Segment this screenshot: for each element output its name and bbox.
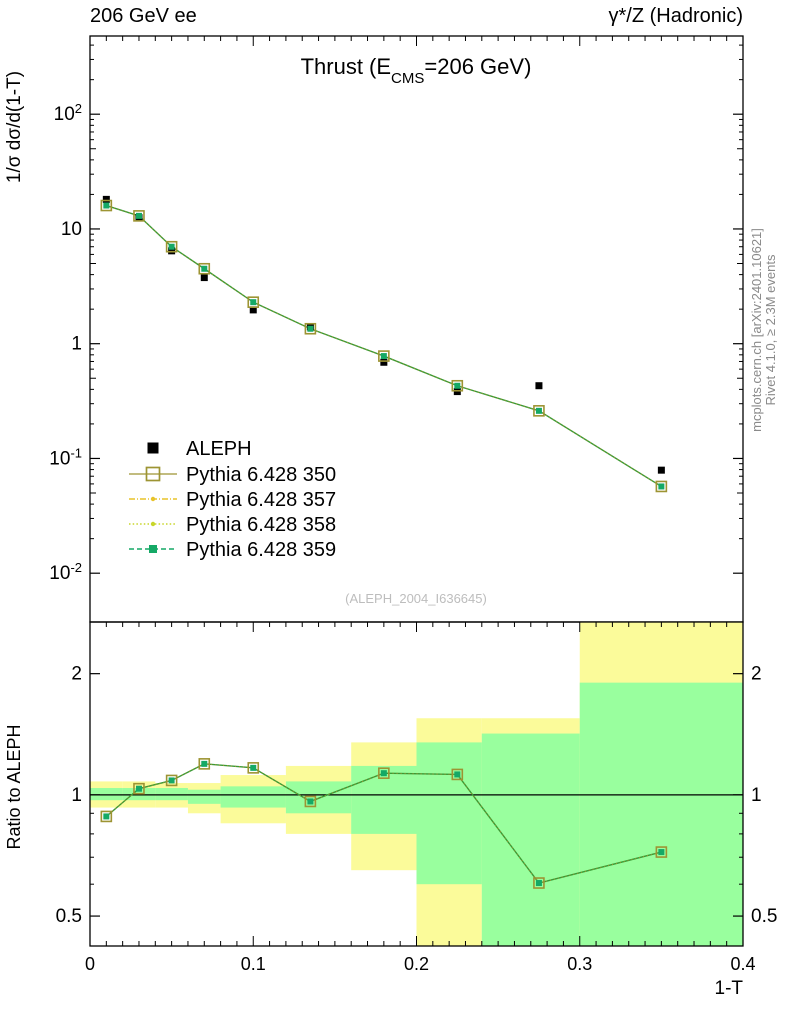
svg-text:Pythia 6.428 358: Pythia 6.428 358 [186, 514, 336, 536]
svg-text:0.1: 0.1 [241, 954, 266, 974]
svg-text:0.5: 0.5 [751, 906, 777, 927]
svg-text:Pythia 6.428 350: Pythia 6.428 350 [186, 464, 336, 486]
svg-text:0.4: 0.4 [730, 954, 755, 974]
svg-text:206 GeV ee: 206 GeV ee [90, 5, 197, 27]
svg-text:1: 1 [71, 334, 82, 355]
svg-text:Pythia 6.428 359: Pythia 6.428 359 [186, 539, 336, 561]
svg-text:0.5: 0.5 [56, 906, 82, 927]
svg-text:1: 1 [71, 785, 82, 806]
svg-text:0: 0 [85, 954, 95, 974]
svg-text:2: 2 [751, 664, 762, 685]
svg-text:Pythia 6.428 357: Pythia 6.428 357 [186, 489, 336, 511]
svg-text:Ratio to ALEPH: Ratio to ALEPH [4, 724, 24, 849]
svg-text:1/σ dσ/d(1-T): 1/σ dσ/d(1-T) [4, 71, 25, 183]
svg-text:1: 1 [751, 785, 762, 806]
svg-text:0.3: 0.3 [567, 954, 592, 974]
svg-text:(ALEPH_2004_I636645): (ALEPH_2004_I636645) [345, 591, 487, 606]
svg-text:γ*/Z (Hadronic): γ*/Z (Hadronic) [609, 5, 743, 27]
svg-text:0.2: 0.2 [404, 954, 429, 974]
svg-text:Rivet 4.1.0, ≥ 2.3M events: Rivet 4.1.0, ≥ 2.3M events [763, 254, 778, 405]
svg-text:10: 10 [61, 219, 82, 240]
svg-text:mcplots.cern.ch [arXiv:2401.10: mcplots.cern.ch [arXiv:2401.10621] [749, 228, 764, 432]
svg-text:1-T: 1-T [715, 978, 744, 999]
svg-text:2: 2 [71, 664, 82, 685]
svg-text:ALEPH: ALEPH [186, 438, 252, 460]
